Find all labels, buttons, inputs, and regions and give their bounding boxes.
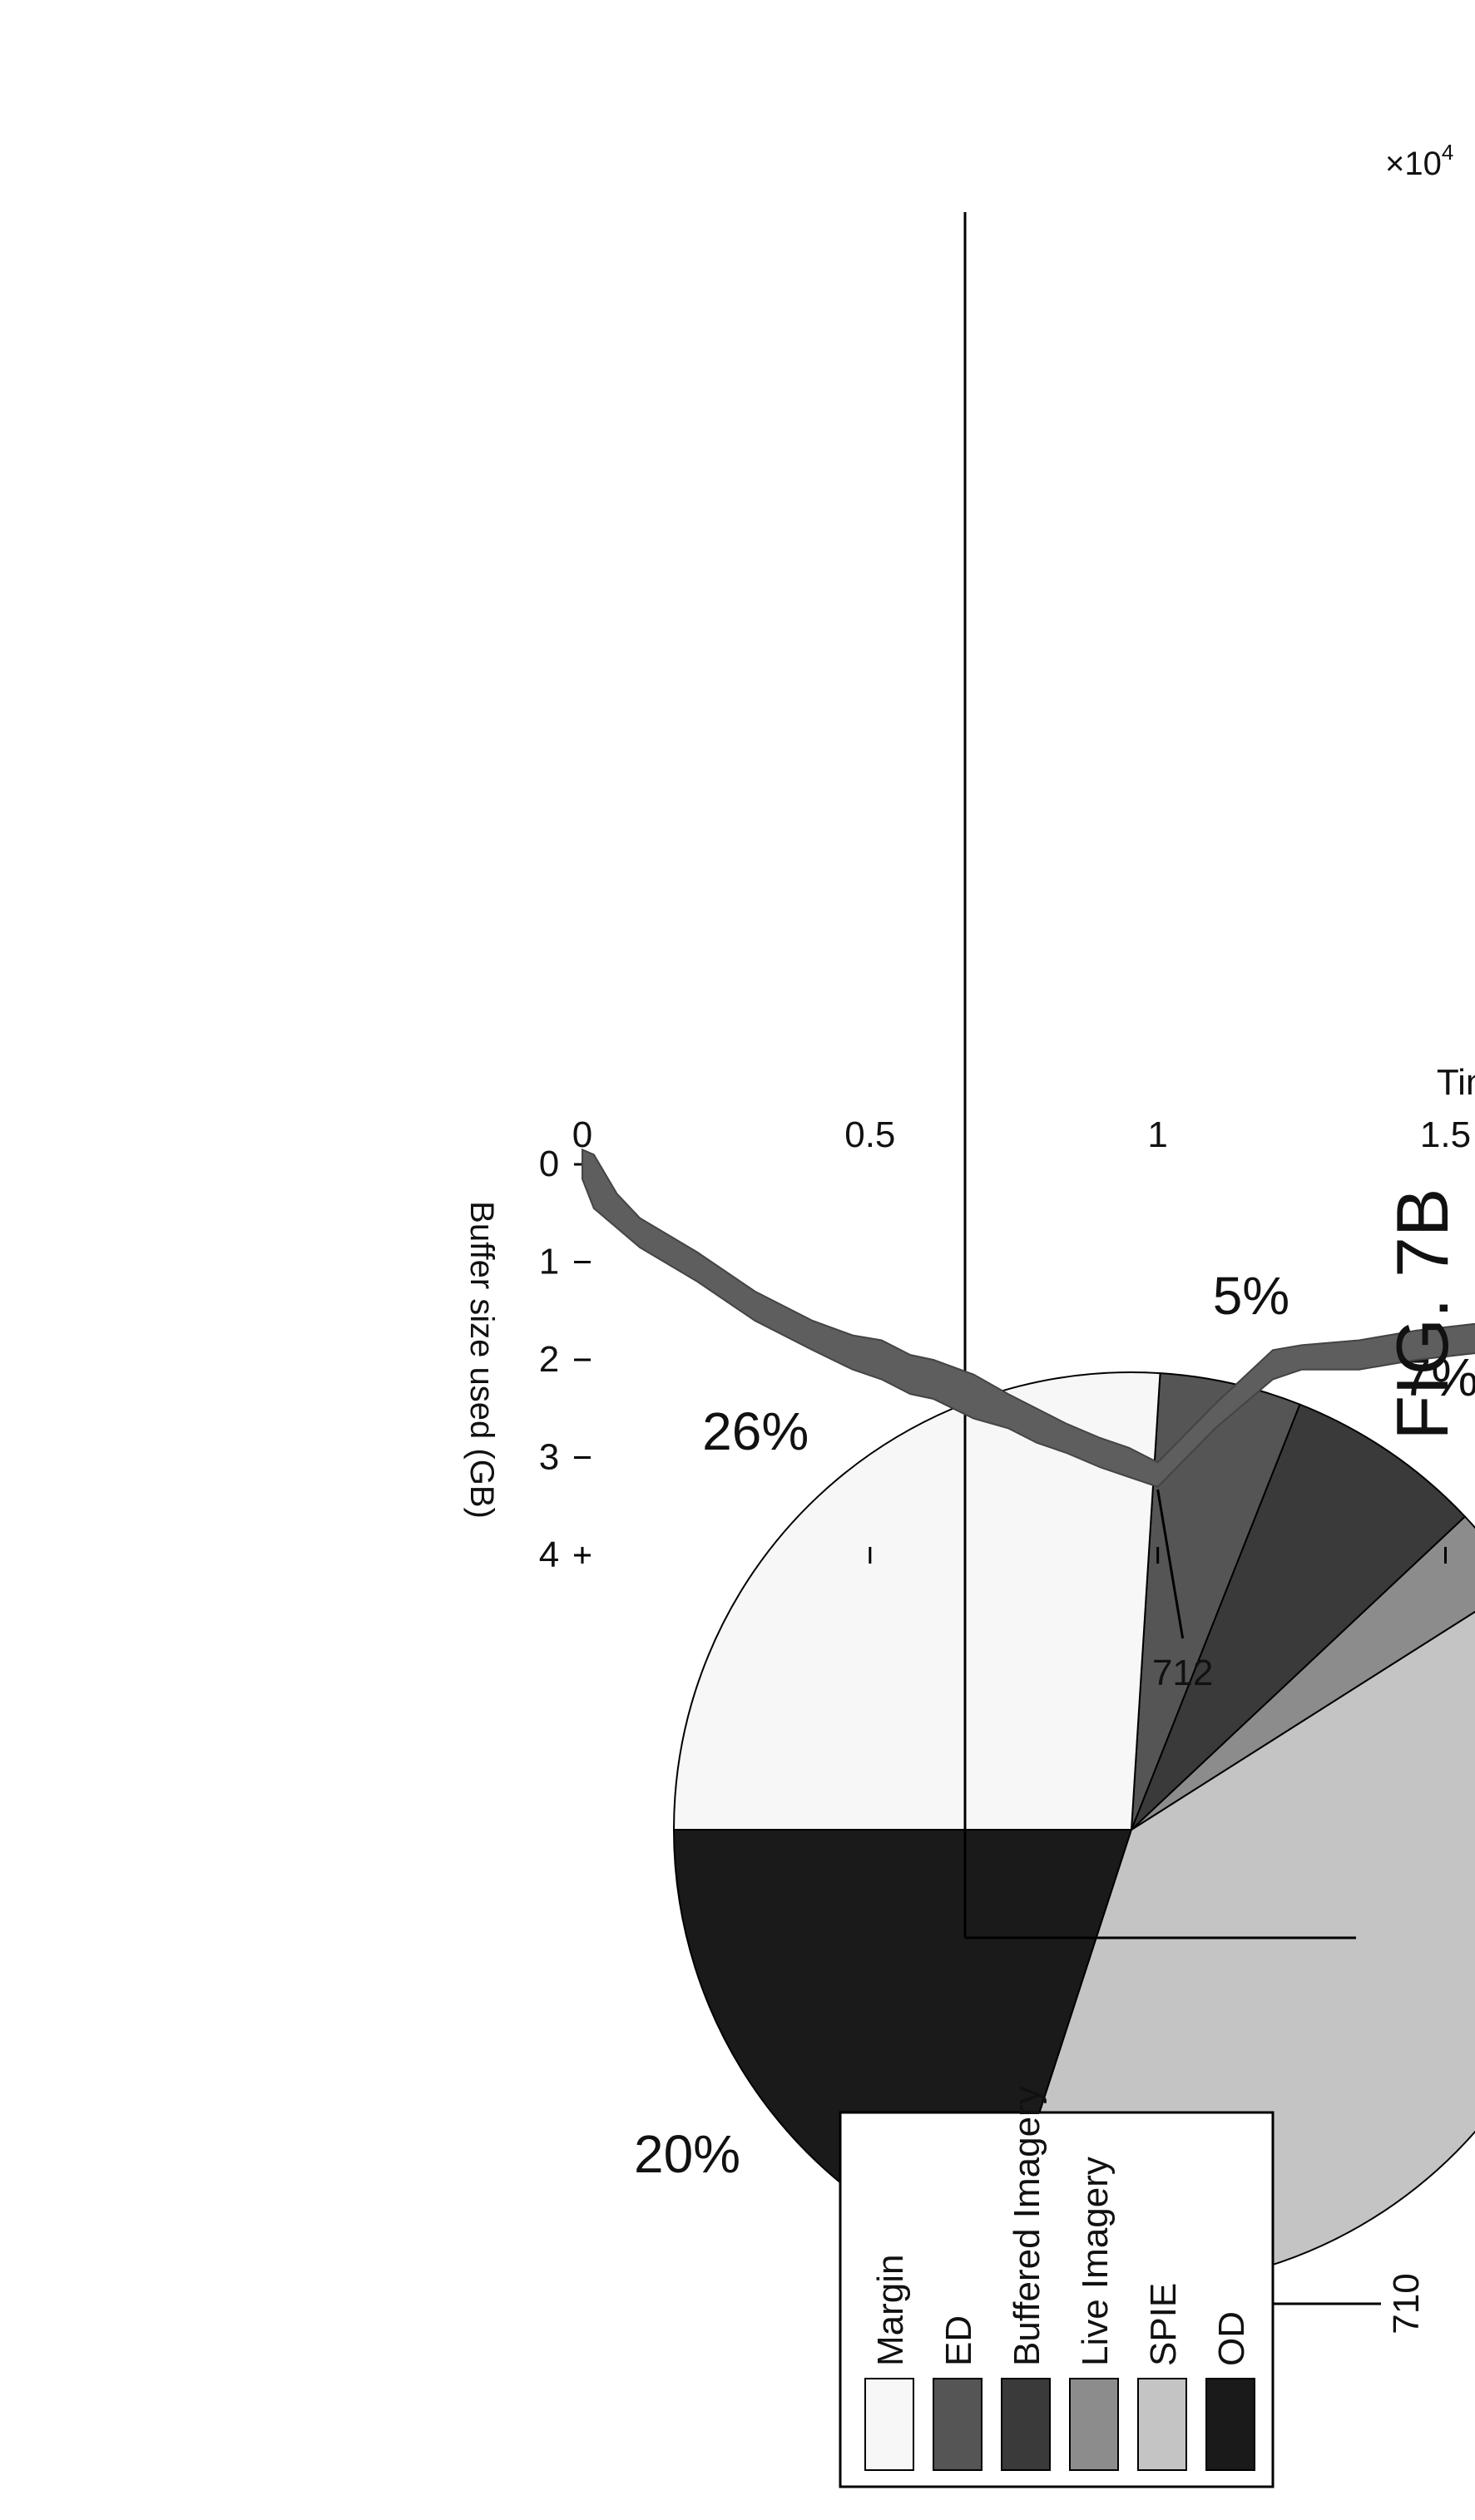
x-axis-label: Time (s) xyxy=(1437,1062,1475,1103)
pie-percent-label: 26% xyxy=(702,1401,809,1461)
legend-label: Live Imagery xyxy=(1075,2157,1116,2366)
y-tick-label: 1 xyxy=(539,1242,559,1282)
x-tick-label: 1.5 xyxy=(1420,1114,1471,1155)
x-axis-ticks: 00.511.522.53 xyxy=(572,1114,1471,1564)
pie-percent-label: 20% xyxy=(634,2124,740,2184)
series-layer xyxy=(582,1139,1475,1488)
legend-swatch xyxy=(1137,2378,1187,2471)
legend-swatch xyxy=(933,2378,983,2471)
line-ref-leader xyxy=(1156,1489,1185,1639)
legend-items: OD SPIE Live Imagery Buffered Imagery ED Marg… xyxy=(864,2086,1255,2471)
legend-swatch xyxy=(864,2378,914,2471)
pie-slice-margin xyxy=(672,1371,1161,1831)
pie-slice-ed xyxy=(1131,1372,1301,1831)
buffer-series-band xyxy=(582,1139,1475,1488)
legend-label: Margin xyxy=(870,2255,911,2367)
y-tick-label: 3 xyxy=(539,1437,559,1478)
legend-label: Buffered Imagery xyxy=(1007,2086,1047,2366)
pie-ref-label: 710 xyxy=(1386,2273,1427,2334)
line-ref-label: 712 xyxy=(1152,1653,1213,1693)
x-tick-label: 0.5 xyxy=(844,1114,895,1155)
x-tick-label: 1 xyxy=(1147,1114,1167,1155)
pie-percent-label: 5% xyxy=(1213,1266,1290,1326)
x-multiplier: ×104 xyxy=(1385,140,1453,182)
pie-slice-buffered-imagery xyxy=(1131,1403,1467,1831)
pie-legend: OD SPIE Live Imagery Buffered Imagery ED Marg… xyxy=(839,2086,1275,2488)
x-tick-label: 0 xyxy=(572,1114,592,1155)
legend-label: OD xyxy=(1211,2311,1252,2366)
y-axis-ticks: 0 1 2 3 4 xyxy=(539,1144,591,1575)
legend-swatch xyxy=(1001,2378,1051,2471)
legend-swatch xyxy=(1205,2378,1255,2471)
y-axis-label: Buffer size used (GB) xyxy=(463,1201,500,1519)
y-tick-label: 4 xyxy=(539,1534,559,1575)
y-tick-label: 2 xyxy=(539,1339,559,1380)
legend-swatch xyxy=(1069,2378,1119,2471)
y-tick-label: 0 xyxy=(539,1144,559,1184)
figure-title: FIG. 7B xyxy=(1381,1188,1463,1440)
pie-percent-labels: 20%39%3%7%5%26% xyxy=(634,1266,1475,2184)
legend-label: ED xyxy=(938,2315,979,2366)
legend-label: SPIE xyxy=(1143,2283,1184,2366)
